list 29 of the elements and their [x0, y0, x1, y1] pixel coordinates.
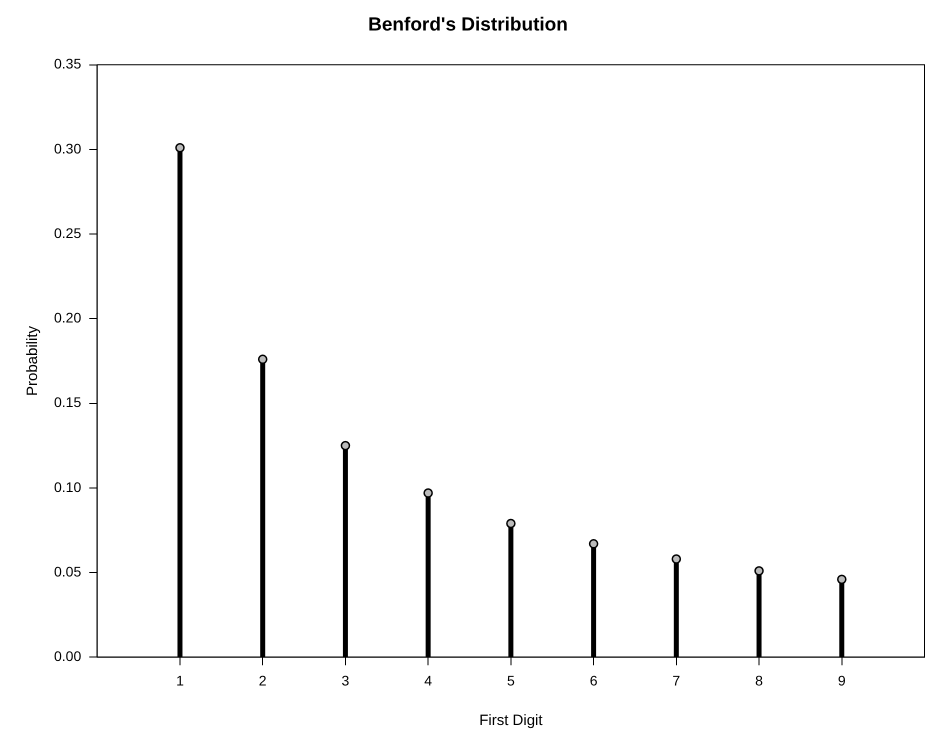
x-tick-label: 5: [506, 672, 515, 688]
x-tick-label: 4: [424, 672, 432, 688]
x-axis-title: First Digit: [479, 712, 544, 730]
y-tick-label: 0.10: [54, 478, 82, 495]
point: [175, 142, 185, 152]
point: [672, 554, 682, 564]
x-tick-label: 9: [838, 672, 846, 688]
y-tick-label: 0.35: [54, 56, 82, 72]
x-tick-label: 8: [755, 672, 764, 688]
x-tick-label: 3: [342, 672, 350, 688]
x-tick-label: 7: [672, 672, 680, 688]
y-tick-label: 0.30: [54, 140, 82, 156]
point: [588, 539, 598, 549]
point: [423, 488, 433, 498]
y-tick-label: 0.00: [54, 648, 82, 664]
y-tick-label: 0.20: [54, 310, 82, 326]
y-tick-label: 0.05: [54, 563, 82, 580]
point: [258, 354, 268, 364]
point: [754, 566, 764, 576]
point: [837, 574, 847, 584]
y-tick-label: 0.25: [54, 224, 82, 241]
x-tick-label: 2: [258, 672, 267, 688]
x-tick-label: 1: [176, 672, 184, 688]
point: [340, 440, 350, 450]
y-axis-title: Probability: [24, 325, 42, 396]
chart-title: Benford's Distribution: [368, 14, 568, 36]
point: [506, 518, 516, 528]
x-tick-label: 6: [590, 672, 598, 688]
y-tick-label: 0.15: [54, 394, 82, 410]
